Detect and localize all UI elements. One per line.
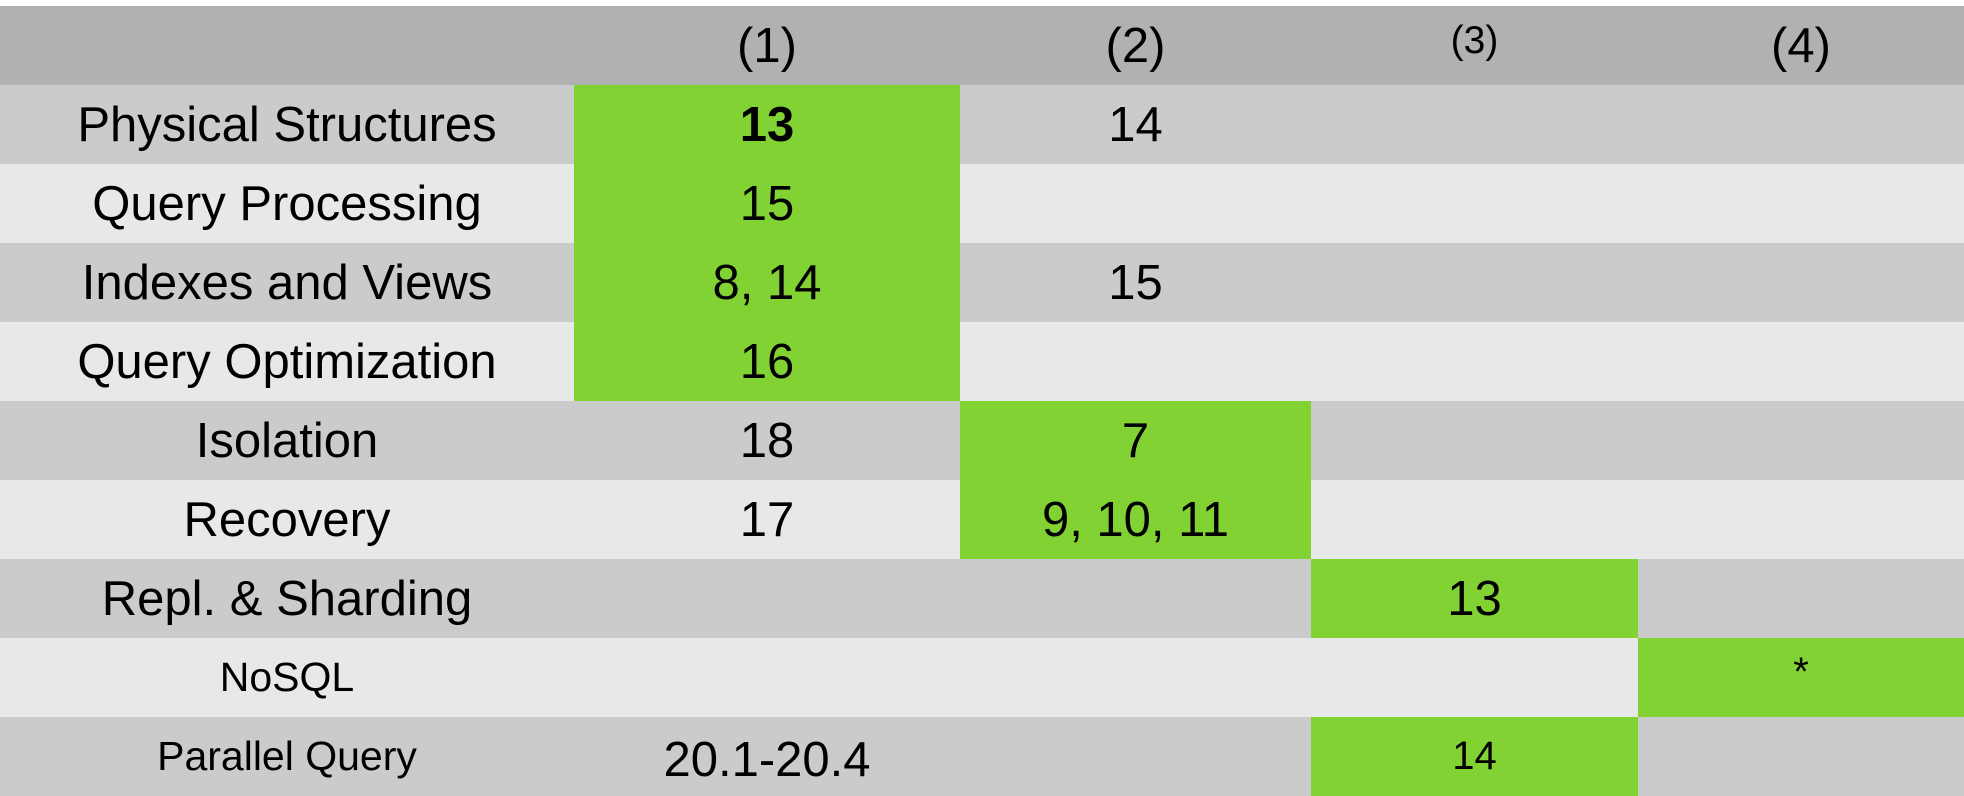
table-cell: [1638, 717, 1964, 796]
table-cell: [1638, 322, 1964, 401]
table-cell: [960, 638, 1311, 717]
table-row: Query Optimization 16: [0, 322, 1964, 401]
table-cell: [1311, 243, 1638, 322]
table-cell: [960, 559, 1311, 638]
header-row: (1) (2) (3) (4): [0, 6, 1964, 85]
column-header-1: (1): [737, 18, 797, 73]
table-row: Isolation 18 7: [0, 401, 1964, 480]
table-cell: [1638, 480, 1964, 559]
table-cell: 14: [1108, 97, 1163, 152]
column-header-3: (3): [1450, 18, 1499, 62]
table-cell: 7: [960, 401, 1311, 480]
table-cell: [960, 322, 1311, 401]
column-header-2: (2): [1105, 18, 1166, 73]
row-label: Repl. & Sharding: [101, 571, 473, 626]
column-header-4: (4): [1771, 18, 1831, 73]
row-label: Indexes and Views: [81, 255, 493, 310]
table-cell: 15: [574, 164, 960, 243]
table-row: Physical Structures 13 14: [0, 85, 1964, 164]
table-cell: [1311, 401, 1638, 480]
row-label: NoSQL: [219, 654, 355, 700]
column-header-empty: [0, 6, 574, 85]
table-cell: 9, 10, 11: [960, 480, 1311, 559]
table-row: NoSQL *: [0, 638, 1964, 717]
table-cell: [1638, 559, 1964, 638]
table-cell: 18: [739, 413, 795, 468]
table-cell: [1311, 480, 1638, 559]
table-cell: [1311, 638, 1638, 717]
row-label: Isolation: [195, 413, 379, 468]
table-cell: [574, 559, 960, 638]
table-cell: [960, 717, 1311, 796]
table-cell: 15: [1108, 255, 1163, 310]
table-cell: 8, 14: [574, 243, 960, 322]
table-cell: 13: [574, 85, 960, 164]
row-label: Parallel Query: [157, 733, 417, 779]
row-label: Recovery: [183, 492, 391, 547]
table-cell: [574, 638, 960, 717]
table-row: Recovery 17 9, 10, 11: [0, 480, 1964, 559]
table-cell: [1311, 322, 1638, 401]
table-cell: [1638, 243, 1964, 322]
table-row: Parallel Query 20.1-20.4 14: [0, 717, 1964, 796]
table-row: Indexes and Views 8, 14 15: [0, 243, 1964, 322]
row-label: Physical Structures: [77, 97, 497, 152]
table-cell: 14: [1311, 717, 1638, 796]
table-cell: 20.1-20.4: [663, 732, 871, 787]
row-label: Query Processing: [92, 176, 482, 231]
table-cell: [1638, 164, 1964, 243]
table-cell: [1638, 85, 1964, 164]
table-cell: 17: [739, 492, 795, 547]
table-cell: [1311, 85, 1638, 164]
table-cell: [1311, 164, 1638, 243]
table-cell: [1638, 401, 1964, 480]
table-cell: 13: [1311, 559, 1638, 638]
table-cell: [960, 164, 1311, 243]
table-row: Query Processing 15: [0, 164, 1964, 243]
table-cell: 16: [574, 322, 960, 401]
chapter-mapping-table: (1) (2) (3) (4) Physical Structures 13 1…: [0, 6, 1964, 796]
row-label: Query Optimization: [77, 334, 497, 389]
table-cell: *: [1638, 638, 1964, 717]
table-row: Repl. & Sharding 13: [0, 559, 1964, 638]
